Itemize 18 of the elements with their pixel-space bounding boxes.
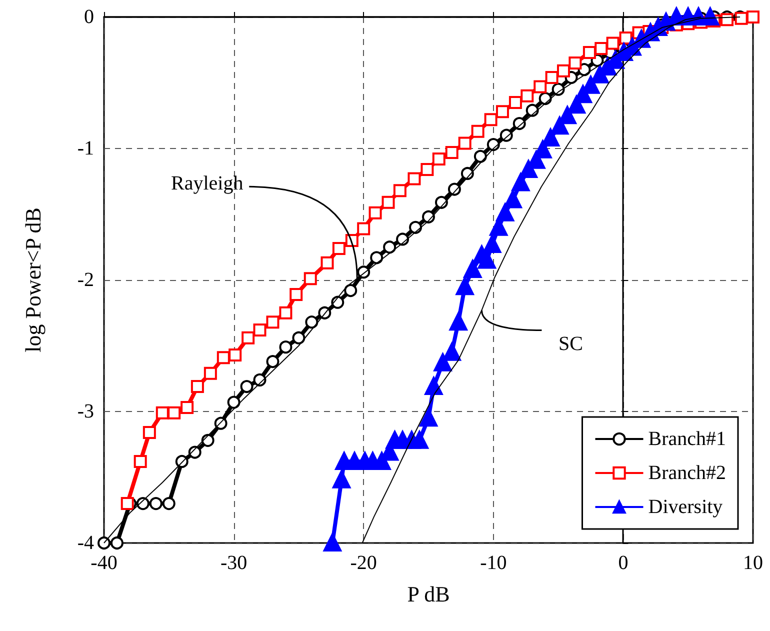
x-tick-label: -10: [480, 552, 507, 574]
legend-label: Branch#1: [648, 428, 726, 450]
legend-label: Branch#2: [648, 462, 726, 484]
y-tick-label: -1: [77, 138, 94, 160]
x-tick-label: -40: [90, 552, 118, 574]
x-tick-label: -30: [220, 552, 248, 574]
y-tick-label: -2: [77, 269, 94, 291]
x-tick-label: 0: [618, 552, 628, 574]
legend-label: Diversity: [648, 496, 723, 518]
x-tick-label: -20: [350, 552, 377, 574]
annotation: SC: [558, 332, 583, 355]
annotation: Rayleigh: [171, 172, 244, 194]
y-tick-label: 0: [84, 6, 94, 28]
x-tick-label: 10: [743, 552, 763, 574]
y-tick-label: -3: [77, 400, 94, 422]
x-axis-title: P dB: [407, 582, 450, 606]
y-axis-title: log Power<P dB: [20, 208, 46, 352]
y-tick-label: -4: [77, 532, 94, 554]
